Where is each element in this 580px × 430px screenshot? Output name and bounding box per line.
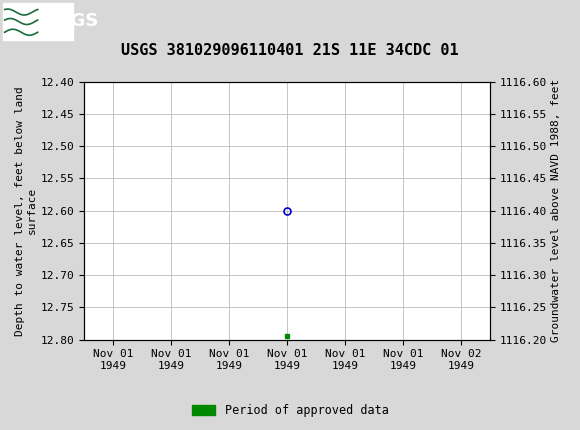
Legend: Period of approved data: Period of approved data — [187, 399, 393, 422]
Y-axis label: Groundwater level above NAVD 1988, feet: Groundwater level above NAVD 1988, feet — [551, 79, 561, 342]
Text: USGS: USGS — [44, 12, 99, 31]
Y-axis label: Depth to water level, feet below land
surface: Depth to water level, feet below land su… — [15, 86, 37, 335]
Bar — [3, 3, 72, 40]
Text: USGS 381029096110401 21S 11E 34CDC 01: USGS 381029096110401 21S 11E 34CDC 01 — [121, 43, 459, 58]
